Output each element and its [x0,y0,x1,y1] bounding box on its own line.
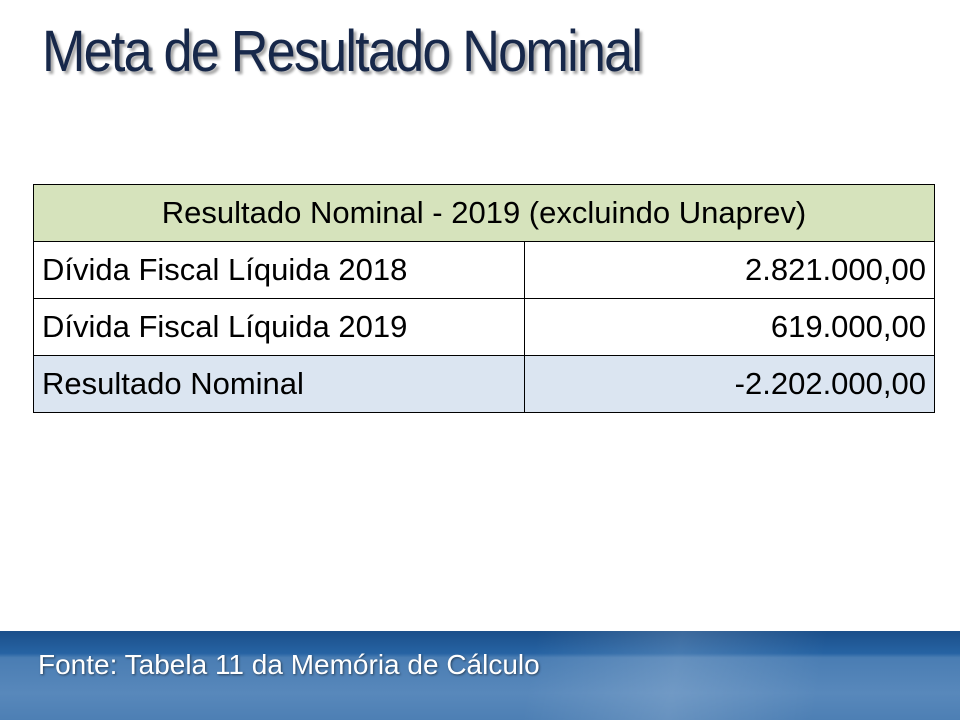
row-value: 619.000,00 [524,298,935,356]
row-value: -2.202.000,00 [524,355,935,413]
row-label: Dívida Fiscal Líquida 2019 [33,298,525,356]
table-row-total: Resultado Nominal -2.202.000,00 [33,355,935,413]
row-label: Resultado Nominal [33,355,525,413]
table-header: Resultado Nominal - 2019 (excluindo Unap… [33,184,935,242]
table-row: Dívida Fiscal Líquida 2018 2.821.000,00 [33,241,935,299]
table-row: Dívida Fiscal Líquida 2019 619.000,00 [33,298,935,356]
source-note: Fonte: Tabela 11 da Memória de Cálculo [38,649,540,680]
row-value: 2.821.000,00 [524,241,935,299]
resultado-nominal-table: Resultado Nominal - 2019 (excluindo Unap… [33,184,935,413]
row-label: Dívida Fiscal Líquida 2018 [33,241,525,299]
slide-title: Meta de Resultado Nominal [42,19,643,84]
table-header-row: Resultado Nominal - 2019 (excluindo Unap… [33,184,935,242]
footer-band: Fonte: Tabela 11 da Memória de Cálculo [0,631,960,720]
